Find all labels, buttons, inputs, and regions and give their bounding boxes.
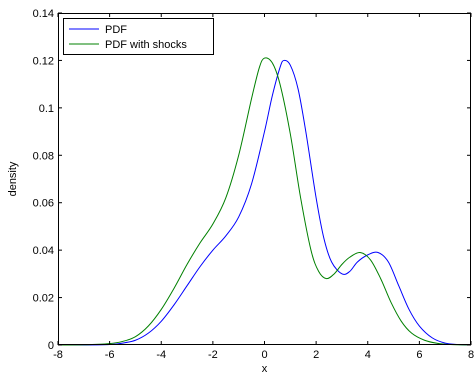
- x-axis-label: x: [262, 363, 268, 375]
- legend-label-pdf-with-shocks: PDF with shocks: [105, 39, 187, 51]
- x-tick-label: 2: [313, 349, 319, 361]
- x-tick-label: -2: [208, 349, 218, 361]
- y-tick-label: 0.08: [33, 150, 54, 162]
- legend-label-pdf: PDF: [105, 24, 127, 36]
- y-tick-label: 0.06: [33, 198, 54, 210]
- y-ticks: 0 0.02 0.04 0.06 0.08 0.1 0.12 0.14: [33, 8, 471, 352]
- y-tick-label: 0: [48, 340, 54, 352]
- y-tick-label: 0.02: [33, 293, 54, 305]
- legend-box: [63, 18, 214, 55]
- y-tick-label: 0.1: [39, 103, 54, 115]
- series-layer: [57, 57, 472, 346]
- series-line-pdf: [57, 59, 472, 346]
- y-tick-label: 0.12: [33, 55, 54, 67]
- series-line-pdf-with-shocks: [57, 57, 472, 346]
- x-tick-label: 8: [468, 349, 474, 361]
- x-tick-label: 6: [416, 349, 422, 361]
- y-axis-label: density: [7, 161, 19, 196]
- x-ticks: -8 -6 -4 -2 0 2 4 6 8: [53, 13, 474, 361]
- x-tick-label: -8: [53, 349, 63, 361]
- plot-area: [58, 13, 471, 345]
- legend: PDF PDF with shocks: [63, 18, 214, 55]
- x-tick-label: -6: [105, 349, 115, 361]
- x-tick-label: 0: [261, 349, 267, 361]
- y-tick-label: 0.14: [33, 8, 54, 20]
- x-tick-label: -4: [156, 349, 166, 361]
- x-tick-label: 4: [365, 349, 371, 361]
- y-tick-label: 0.04: [33, 245, 54, 257]
